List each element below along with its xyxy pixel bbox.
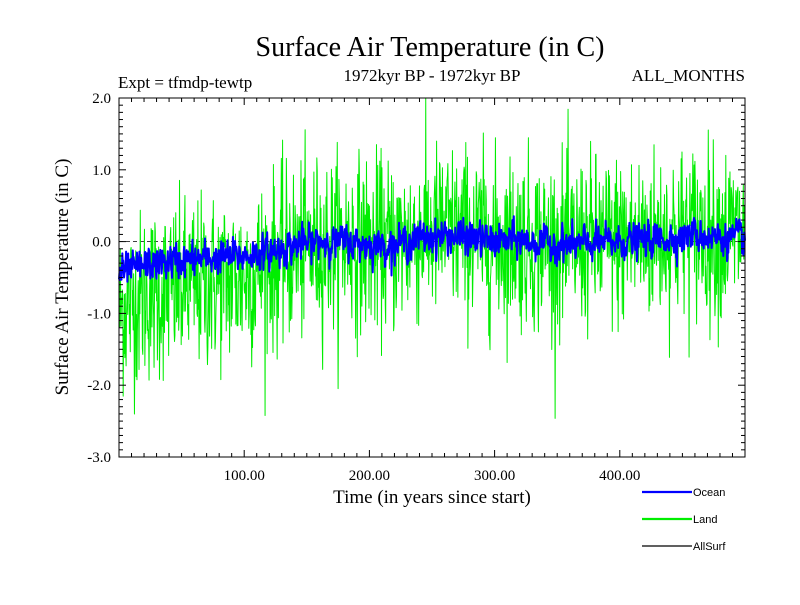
legend: Ocean Land AllSurf (642, 487, 726, 553)
series-line-ocean (118, 215, 746, 283)
y-tick-label: 2.0 (92, 91, 111, 107)
y-ticks: -3.0 -2.0 -1.0 0.0 1.0 2.0 (87, 91, 745, 466)
legend-label-ocean: Ocean (693, 487, 725, 499)
chart-title: Surface Air Temperature (in C) (256, 32, 605, 63)
y-tick-label: 1.0 (92, 163, 111, 179)
legend-label-allsurf: AllSurf (693, 541, 726, 553)
period-label: 1972kyr BP - 1972kyr BP (344, 66, 521, 85)
legend-label-land: Land (693, 514, 717, 526)
x-tick-label: 400.00 (599, 468, 640, 484)
y-tick-label: -3.0 (87, 450, 111, 466)
x-tick-label: 300.00 (474, 468, 515, 484)
x-tick-label: 200.00 (349, 468, 390, 484)
months-label: ALL_MONTHS (632, 66, 745, 85)
plot-lines (118, 97, 746, 419)
y-tick-label: 0.0 (92, 235, 111, 251)
y-tick-label: -2.0 (87, 378, 111, 394)
y-axis-label: Surface Air Temperature (in C) (52, 159, 73, 396)
x-axis-label: Time (in years since start) (333, 487, 531, 508)
experiment-label: Expt = tfmdp-tewtp (118, 73, 252, 92)
x-ticks: 100.00 200.00 300.00 400.00 (131, 98, 733, 484)
y-tick-label: -1.0 (87, 306, 111, 322)
x-tick-label: 100.00 (224, 468, 265, 484)
series-line-land (118, 97, 746, 419)
